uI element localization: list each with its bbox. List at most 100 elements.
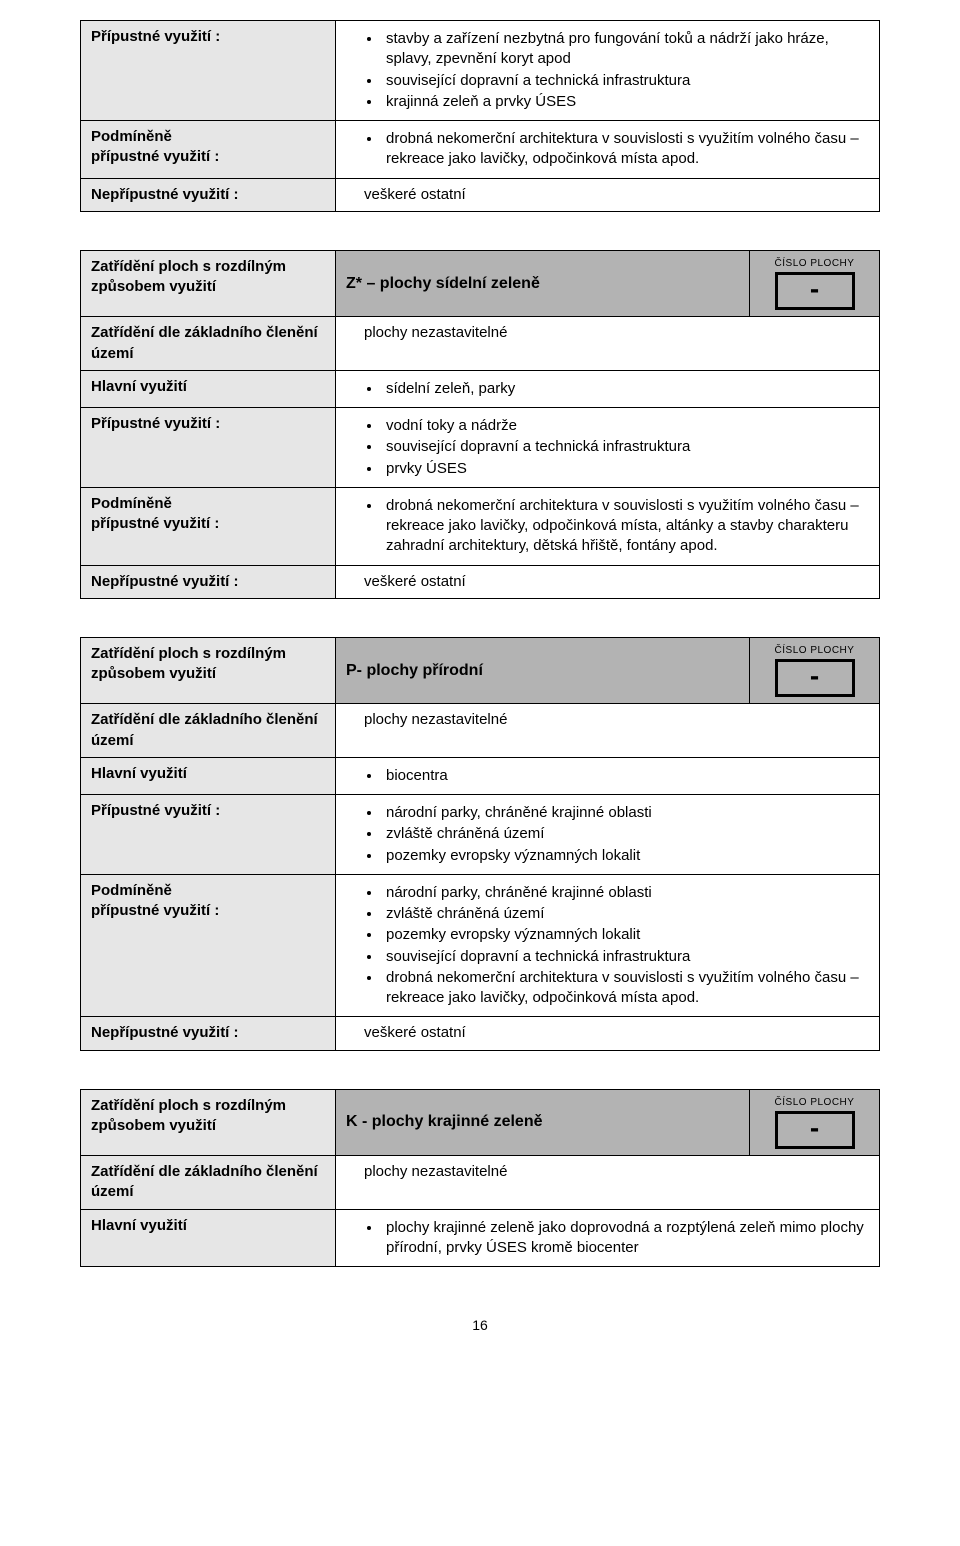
- classification-table: Zatřídění ploch s rozdílným způsobem vyu…: [80, 250, 880, 599]
- plochy-badge: ČÍSLO PLOCHY-: [750, 637, 880, 704]
- row-label: Zatřídění dle základního členění území: [81, 704, 336, 758]
- row-label: Přípustné využití :: [81, 21, 336, 121]
- row-content: drobná nekomerční architektura v souvisl…: [336, 487, 880, 565]
- bulleted-list: vodní toky a nádržesouvisející dopravní …: [346, 416, 869, 479]
- list-item: související dopravní a technická infrast…: [382, 71, 869, 91]
- list-item: drobná nekomerční architektura v souvisl…: [382, 496, 869, 557]
- table-row: Podmíněněpřípustné využití : drobná nekom…: [81, 121, 880, 179]
- bulleted-list: národní parky, chráněné krajinné oblasti…: [346, 803, 869, 866]
- page-number: 16: [80, 1305, 880, 1333]
- plain-value: plochy nezastavitelné: [346, 1162, 869, 1182]
- badge-label: ČÍSLO PLOCHY: [760, 1096, 869, 1110]
- table-row: Hlavní využití biocentra: [81, 757, 880, 794]
- list-item: stavby a zařízení nezbytná pro fungování…: [382, 29, 869, 70]
- row-content: veškeré ostatní: [336, 1017, 880, 1050]
- badge-value: -: [775, 1111, 855, 1149]
- row-label: Nepřípustné využití :: [81, 178, 336, 211]
- table-row: Nepřípustné využití : veškeré ostatní: [81, 1017, 880, 1050]
- plain-value: plochy nezastavitelné: [346, 323, 869, 343]
- table-row: Zatřídění dle základního členění území pl…: [81, 1156, 880, 1210]
- list-item: zvláště chráněná území: [382, 904, 869, 924]
- list-item: pozemky evropsky významných lokalit: [382, 846, 869, 866]
- row-label: Hlavní využití: [81, 757, 336, 794]
- list-item: plochy krajinné zeleně jako doprovodná a…: [382, 1218, 869, 1259]
- row-content: plochy nezastavitelné: [336, 1156, 880, 1210]
- row-label: Hlavní využití: [81, 1209, 336, 1267]
- list-item: drobná nekomerční architektura v souvisl…: [382, 968, 869, 1009]
- list-item: biocentra: [382, 766, 869, 786]
- row-label: Podmíněněpřípustné využití :: [81, 487, 336, 565]
- badge-value: -: [775, 272, 855, 310]
- row-content: veškeré ostatní: [336, 178, 880, 211]
- list-item: vodní toky a nádrže: [382, 416, 869, 436]
- plain-value: veškeré ostatní: [346, 185, 869, 205]
- header-row: Zatřídění ploch s rozdílným způsobem vyu…: [81, 250, 880, 317]
- header-left-label: Zatřídění ploch s rozdílným způsobem vyu…: [81, 250, 336, 317]
- list-item: prvky ÚSES: [382, 459, 869, 479]
- header-row: Zatřídění ploch s rozdílným způsobem vyu…: [81, 1089, 880, 1156]
- header-left-label: Zatřídění ploch s rozdílným způsobem vyu…: [81, 1089, 336, 1156]
- header-row: Zatřídění ploch s rozdílným způsobem vyu…: [81, 637, 880, 704]
- list-item: krajinná zeleň a prvky ÚSES: [382, 92, 869, 112]
- bulleted-list: plochy krajinné zeleně jako doprovodná a…: [346, 1218, 869, 1259]
- document-page: Přípustné využití : stavby a zařízení nez…: [0, 0, 960, 1353]
- header-title: K - plochy krajinné zeleně: [336, 1089, 750, 1156]
- row-label: Přípustné využití :: [81, 408, 336, 488]
- table-row: Přípustné využití :národní parky, chráně…: [81, 795, 880, 875]
- row-content: vodní toky a nádržesouvisející dopravní …: [336, 408, 880, 488]
- table-row: Zatřídění dle základního členění území pl…: [81, 317, 880, 371]
- row-content: sídelní zeleň, parky: [336, 370, 880, 407]
- plochy-badge: ČÍSLO PLOCHY-: [750, 1089, 880, 1156]
- row-content: stavby a zařízení nezbytná pro fungování…: [336, 21, 880, 121]
- table-row: Nepřípustné využití : veškeré ostatní: [81, 178, 880, 211]
- row-content: biocentra: [336, 757, 880, 794]
- list-item: pozemky evropsky významných lokalit: [382, 925, 869, 945]
- badge-label: ČÍSLO PLOCHY: [760, 257, 869, 271]
- table-row: Přípustné využití : stavby a zařízení nez…: [81, 21, 880, 121]
- bulleted-list: drobná nekomerční architektura v souvisl…: [346, 129, 869, 170]
- list-item: související dopravní a technická infrast…: [382, 437, 869, 457]
- row-label: Podmíněněpřípustné využití :: [81, 121, 336, 179]
- header-title: Z* – plochy sídelní zeleně: [336, 250, 750, 317]
- table-row: Nepřípustné využití : veškeré ostatní: [81, 565, 880, 598]
- list-item: zvláště chráněná území: [382, 824, 869, 844]
- list-item: národní parky, chráněné krajinné oblasti: [382, 803, 869, 823]
- row-content: plochy nezastavitelné: [336, 704, 880, 758]
- row-label: Podmíněněpřípustné využití :: [81, 874, 336, 1017]
- list-item: národní parky, chráněné krajinné oblasti: [382, 883, 869, 903]
- row-label: Nepřípustné využití :: [81, 1017, 336, 1050]
- table-row: Podmíněněpřípustné využití : drobná nekom…: [81, 487, 880, 565]
- table-row: Přípustné využití :vodní toky a nádržeso…: [81, 408, 880, 488]
- header-left-label: Zatřídění ploch s rozdílným způsobem vyu…: [81, 637, 336, 704]
- bulleted-list: biocentra: [346, 766, 869, 786]
- row-content: národní parky, chráněné krajinné oblasti…: [336, 795, 880, 875]
- plochy-badge: ČÍSLO PLOCHY-: [750, 250, 880, 317]
- list-item: související dopravní a technická infrast…: [382, 947, 869, 967]
- row-content: plochy nezastavitelné: [336, 317, 880, 371]
- plain-value: plochy nezastavitelné: [346, 710, 869, 730]
- bulleted-list: sídelní zeleň, parky: [346, 379, 869, 399]
- table-top-continuation: Přípustné využití : stavby a zařízení nez…: [80, 20, 880, 212]
- list-item: drobná nekomerční architektura v souvisl…: [382, 129, 869, 170]
- table-row: Podmíněněpřípustné využití :národní park…: [81, 874, 880, 1017]
- row-label: Zatřídění dle základního členění území: [81, 1156, 336, 1210]
- row-label: Zatřídění dle základního členění území: [81, 317, 336, 371]
- bulleted-list: stavby a zařízení nezbytná pro fungování…: [346, 29, 869, 112]
- row-content: veškeré ostatní: [336, 565, 880, 598]
- row-content: plochy krajinné zeleně jako doprovodná a…: [336, 1209, 880, 1267]
- table-row: Hlavní využití plochy krajinné zeleně jak…: [81, 1209, 880, 1267]
- row-label: Nepřípustné využití :: [81, 565, 336, 598]
- row-label: Hlavní využití: [81, 370, 336, 407]
- list-item: sídelní zeleň, parky: [382, 379, 869, 399]
- bulleted-list: národní parky, chráněné krajinné oblasti…: [346, 883, 869, 1009]
- row-content: drobná nekomerční architektura v souvisl…: [336, 121, 880, 179]
- classification-table: Zatřídění ploch s rozdílným způsobem vyu…: [80, 637, 880, 1051]
- row-label: Přípustné využití :: [81, 795, 336, 875]
- badge-value: -: [775, 659, 855, 697]
- badge-label: ČÍSLO PLOCHY: [760, 644, 869, 658]
- plain-value: veškeré ostatní: [346, 1023, 869, 1043]
- plain-value: veškeré ostatní: [346, 572, 869, 592]
- bulleted-list: drobná nekomerční architektura v souvisl…: [346, 496, 869, 557]
- table-row: Hlavní využití sídelní zeleň, parky: [81, 370, 880, 407]
- classification-table: Zatřídění ploch s rozdílným způsobem vyu…: [80, 1089, 880, 1268]
